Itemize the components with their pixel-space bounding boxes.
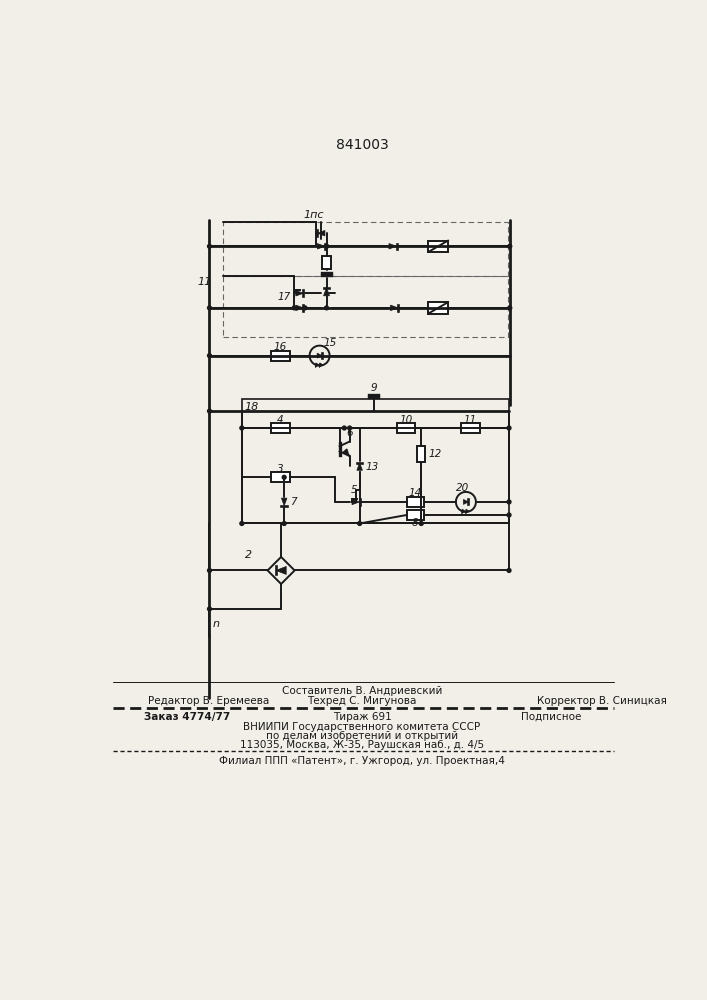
Circle shape xyxy=(507,426,511,430)
Bar xyxy=(271,351,290,361)
Polygon shape xyxy=(276,566,286,574)
Circle shape xyxy=(208,569,211,572)
Polygon shape xyxy=(464,499,468,504)
Text: 9: 9 xyxy=(370,383,377,393)
Polygon shape xyxy=(317,353,322,358)
Circle shape xyxy=(507,569,511,572)
Polygon shape xyxy=(317,230,325,236)
Polygon shape xyxy=(352,499,360,505)
Text: Техред С. Мигунова: Техред С. Мигунова xyxy=(308,696,416,706)
Circle shape xyxy=(507,500,511,504)
Circle shape xyxy=(208,607,211,611)
Circle shape xyxy=(282,475,286,479)
Bar xyxy=(407,497,423,507)
Circle shape xyxy=(325,244,329,248)
Text: 7: 7 xyxy=(291,497,297,507)
Text: 113035, Москва, Ж-35, Раушская наб., д. 4/5: 113035, Москва, Ж-35, Раушская наб., д. … xyxy=(240,740,484,750)
Text: 3: 3 xyxy=(277,464,284,474)
Text: 12: 12 xyxy=(429,449,442,459)
Text: 2: 2 xyxy=(245,550,252,560)
Polygon shape xyxy=(281,498,287,506)
Polygon shape xyxy=(357,463,363,470)
Bar xyxy=(322,256,331,269)
Circle shape xyxy=(240,426,244,430)
Circle shape xyxy=(292,306,296,310)
Circle shape xyxy=(342,426,346,430)
Bar xyxy=(428,302,448,314)
Circle shape xyxy=(358,522,361,525)
Text: Филиал ППП «Патент», г. Ужгород, ул. Проектная,4: Филиал ППП «Патент», г. Ужгород, ул. Про… xyxy=(219,756,505,766)
Circle shape xyxy=(208,354,211,358)
Text: Корректор В. Синицкая: Корректор В. Синицкая xyxy=(537,696,667,706)
Text: Подписное: Подписное xyxy=(521,712,582,722)
Bar xyxy=(223,276,508,337)
Polygon shape xyxy=(390,305,398,311)
Circle shape xyxy=(508,244,512,248)
Bar xyxy=(397,423,415,433)
Text: ВНИИПИ Государственного комитета СССР: ВНИИПИ Государственного комитета СССР xyxy=(243,722,481,732)
Text: 13: 13 xyxy=(366,462,379,472)
Circle shape xyxy=(282,522,286,525)
Text: 1пс: 1пс xyxy=(303,210,324,220)
Text: 841003: 841003 xyxy=(336,138,388,152)
Bar xyxy=(242,399,509,523)
Circle shape xyxy=(507,513,511,517)
Polygon shape xyxy=(324,288,329,296)
Text: 14: 14 xyxy=(409,488,421,498)
Circle shape xyxy=(303,306,307,310)
Text: 6: 6 xyxy=(346,428,354,438)
Circle shape xyxy=(208,409,211,413)
Bar xyxy=(223,222,508,276)
Text: 15: 15 xyxy=(324,338,337,348)
Polygon shape xyxy=(296,290,303,296)
Text: 10: 10 xyxy=(399,415,412,425)
Circle shape xyxy=(508,306,512,310)
Text: 17: 17 xyxy=(277,292,291,302)
Polygon shape xyxy=(296,305,303,311)
Bar xyxy=(428,241,448,252)
Polygon shape xyxy=(317,244,325,249)
Circle shape xyxy=(208,306,211,310)
Circle shape xyxy=(325,244,329,248)
Polygon shape xyxy=(389,244,397,249)
Text: n: n xyxy=(213,619,220,629)
Text: по делам изобретений и открытий: по делам изобретений и открытий xyxy=(266,731,458,741)
Bar xyxy=(271,472,290,482)
Text: 5: 5 xyxy=(351,485,358,495)
Text: 16: 16 xyxy=(274,342,287,352)
Text: Тираж 691: Тираж 691 xyxy=(332,712,392,722)
Text: Заказ 4774/77: Заказ 4774/77 xyxy=(144,712,230,722)
Text: Составитель В. Андриевский: Составитель В. Андриевский xyxy=(282,686,442,696)
Circle shape xyxy=(419,522,423,525)
Circle shape xyxy=(240,522,244,525)
Bar xyxy=(461,423,480,433)
Text: 11: 11 xyxy=(197,277,212,287)
Circle shape xyxy=(208,244,211,248)
Bar xyxy=(417,446,426,462)
Circle shape xyxy=(325,306,329,310)
Text: Редактор В. Еремеева: Редактор В. Еремеева xyxy=(148,696,269,706)
Text: 18: 18 xyxy=(245,402,259,412)
Text: 4: 4 xyxy=(277,415,284,425)
Circle shape xyxy=(348,426,351,430)
Text: 8: 8 xyxy=(411,518,419,528)
Bar xyxy=(407,510,423,520)
Text: 20: 20 xyxy=(456,483,469,493)
Bar xyxy=(271,423,290,433)
Text: 11: 11 xyxy=(464,415,477,425)
